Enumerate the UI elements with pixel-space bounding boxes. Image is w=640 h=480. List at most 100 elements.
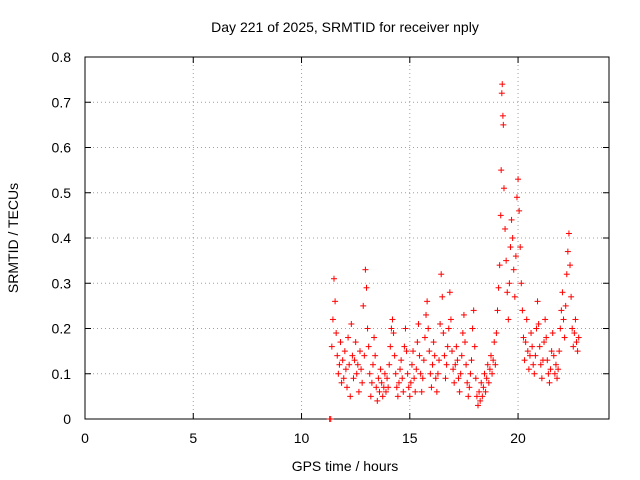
data-point [534, 298, 541, 305]
data-point [364, 325, 371, 332]
data-point [369, 361, 376, 368]
data-point [433, 388, 440, 395]
data-point [542, 316, 549, 323]
data-point [528, 330, 535, 337]
data-point [484, 361, 491, 368]
data-point [379, 393, 386, 400]
x-tick-label: 0 [81, 430, 89, 446]
data-point [356, 348, 363, 355]
data-point [536, 343, 543, 350]
data-point [432, 375, 439, 382]
data-point [452, 361, 459, 368]
data-point [445, 325, 452, 332]
data-point [393, 384, 400, 391]
data-point [334, 352, 341, 359]
data-point [535, 320, 542, 327]
data-point [406, 393, 413, 400]
data-point [498, 90, 505, 97]
data-point [494, 307, 501, 314]
data-point [411, 375, 418, 382]
data-point [419, 375, 426, 382]
y-tick-label: 0.2 [52, 321, 72, 337]
data-point [567, 262, 574, 269]
data-point [427, 370, 434, 377]
data-point [457, 370, 464, 377]
data-point [444, 343, 451, 350]
data-point [428, 384, 435, 391]
data-point [529, 343, 536, 350]
data-point [526, 352, 533, 359]
data-point [446, 289, 453, 296]
data-point [327, 416, 334, 422]
data-point [572, 316, 579, 323]
data-point [548, 348, 555, 355]
data-point [335, 370, 342, 377]
data-point [498, 167, 505, 174]
data-point [426, 348, 433, 355]
data-point [476, 388, 483, 395]
data-point [349, 352, 356, 359]
data-point [372, 352, 379, 359]
data-point [430, 339, 437, 346]
data-point [434, 370, 441, 377]
data-point [442, 375, 449, 382]
data-point [339, 357, 346, 364]
data-point [472, 375, 479, 382]
data-point [451, 379, 458, 386]
data-point [438, 271, 445, 278]
data-point [421, 334, 428, 341]
data-point [455, 375, 462, 382]
data-point [344, 384, 350, 391]
data-point [337, 339, 344, 346]
data-point [464, 379, 471, 386]
data-point [376, 388, 383, 395]
data-point [560, 316, 567, 323]
data-point [347, 393, 354, 400]
data-point [429, 361, 436, 368]
data-point [475, 402, 481, 409]
data-point [367, 393, 374, 400]
data-point [545, 370, 552, 377]
data-point [558, 307, 565, 314]
data-point [449, 348, 456, 355]
data-point [478, 379, 485, 386]
data-point [410, 348, 417, 355]
data-point [565, 230, 572, 237]
data-point [402, 325, 409, 332]
data-point [436, 357, 443, 364]
data-point [341, 348, 348, 355]
data-point [530, 361, 537, 368]
data-point [350, 375, 357, 382]
data-point [359, 379, 366, 386]
data-point [463, 361, 470, 368]
data-point [459, 330, 466, 337]
data-point [390, 330, 397, 337]
data-point [391, 352, 398, 359]
data-point [404, 370, 411, 377]
data-point [416, 352, 423, 359]
data-point [378, 379, 385, 386]
y-tick-label: 0.5 [52, 185, 72, 201]
data-point [573, 339, 580, 346]
data-point [555, 366, 562, 373]
data-point [371, 334, 378, 341]
data-point [492, 361, 499, 368]
data-point [415, 320, 422, 327]
chart-title: Day 221 of 2025, SRMTID for receiver npl… [211, 19, 479, 35]
data-point [358, 366, 365, 373]
data-point [423, 311, 430, 318]
data-point [360, 302, 367, 309]
data-point [509, 235, 516, 241]
data-point [366, 370, 373, 377]
data-point [469, 325, 476, 332]
data-point [506, 280, 513, 287]
data-point [458, 352, 465, 359]
data-point [336, 361, 343, 368]
data-point [544, 357, 551, 364]
data-point [518, 280, 525, 287]
data-point [499, 112, 506, 119]
data-point [382, 388, 389, 395]
data-point [477, 397, 484, 404]
data-point [519, 307, 526, 314]
data-point [354, 361, 361, 368]
